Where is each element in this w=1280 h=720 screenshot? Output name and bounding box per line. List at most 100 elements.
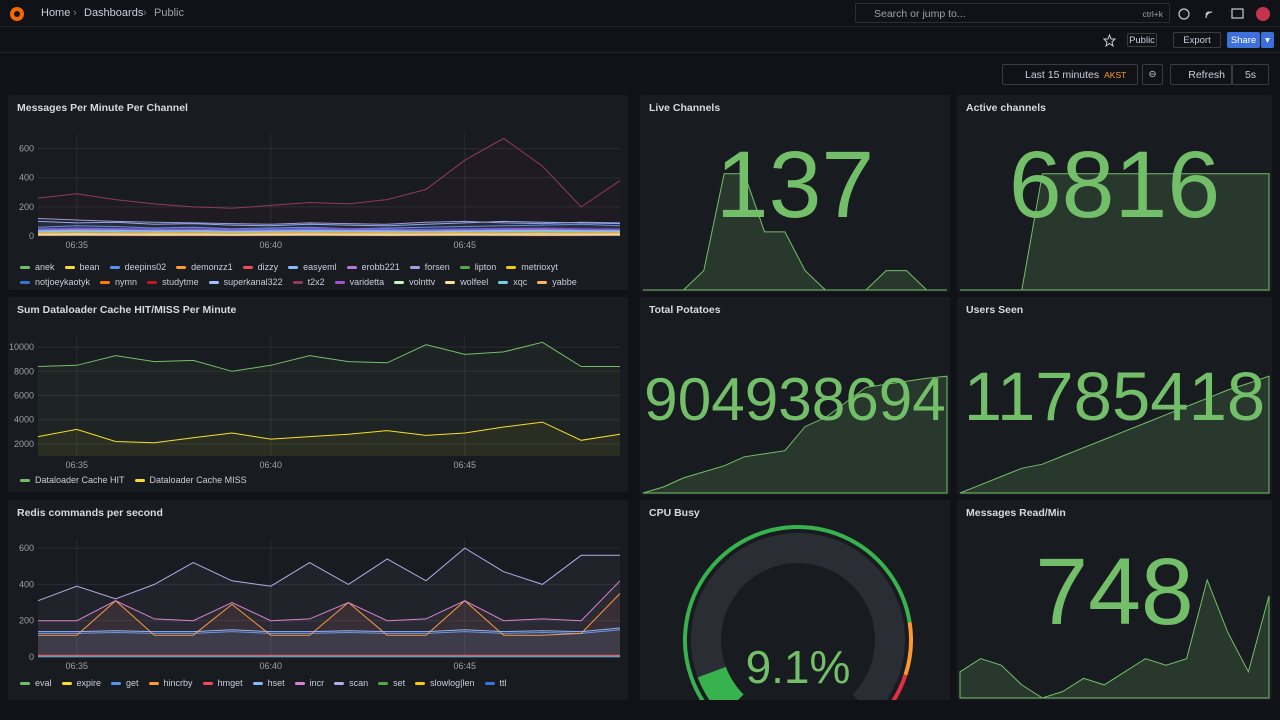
x-tick-label: 06:35 [66,460,89,470]
legend-item: set [378,678,405,688]
panel: 748 Messages Read/Min [957,500,1272,700]
y-tick-label: 200 [19,616,34,626]
legend-swatch [334,681,345,685]
legend-label: demonzz1 [191,262,233,272]
y-tick-label: 600 [19,543,34,553]
legend-swatch [20,280,30,284]
star-icon[interactable] [1103,34,1116,47]
panel-graphic: 0 200 400 600 06:35 06:40 06:45 [19,134,621,250]
legend-label: slowlog|len [430,678,475,688]
legend-swatch [252,681,263,685]
legend-swatch [498,280,509,284]
series-line [38,593,621,636]
panel-title: Active channels [966,102,1046,114]
y-tick-label: 8000 [14,366,34,376]
legend-item: erobb221 [346,262,400,272]
gauge-track [691,533,905,700]
series-line [37,220,621,227]
legend-item: varidetta [334,277,384,287]
y-tick-label: 400 [19,173,34,183]
panel-title: Live Channels [649,102,721,114]
legend: Dataloader Cache HIT Dataloader Cache MIS… [20,475,620,485]
timezone: AKST [1104,69,1127,80]
legend-item: slowlog|len [415,678,475,688]
legend-label: metrioxyt [521,262,558,272]
time-range-picker[interactable]: Last 15 minutes AKST [1002,64,1138,85]
sparkline [643,173,947,291]
gauge-threshold [903,622,913,676]
x-tick-label: 06:45 [454,661,477,671]
legend-swatch [147,280,158,284]
panel-graphic: 9.1% [683,525,913,700]
legend-item: expire [61,678,101,688]
toolbar: Public Export Share ▾ [0,27,1280,53]
panel-title: Sum Dataloader Cache HIT/MISS Per Minute [17,304,237,316]
x-tick-label: 06:35 [66,661,89,671]
gauge-label: 9.1% [746,641,851,693]
share-button[interactable]: Share [1227,32,1260,48]
legend-swatch [292,280,303,284]
header-icons[interactable] [1176,6,1276,22]
legend-label: t2x2 [307,277,325,287]
legend-item: wolfeel [445,277,488,287]
legend-swatch [346,265,357,269]
series-line [37,227,621,230]
legend-label: hmget [217,678,243,688]
logo[interactable] [8,5,26,23]
share-dropdown[interactable]: ▾ [1261,32,1274,48]
series-line [37,232,621,235]
y-tick-label: 400 [19,579,34,589]
legend-item: Dataloader Cache HIT [20,475,125,485]
export-button[interactable]: Export [1173,32,1221,48]
legend-label: deepins02 [124,262,167,272]
series-line [37,229,621,232]
legend-swatch [20,478,30,482]
legend-label: dizzy [257,262,279,272]
stat-value: 6816 [1009,132,1220,238]
legend-swatch [537,280,548,284]
x-tick-label: 06:40 [260,240,283,250]
legend-swatch [459,265,470,269]
x-tick-label: 06:40 [260,460,283,470]
search-placeholder: Search or jump to... [874,8,966,20]
sparkline [959,375,1270,494]
y-tick-label: 0 [29,231,34,241]
legend-swatch [111,681,122,685]
legend-item: demonzz1 [176,262,233,272]
legend-item: yabbe [537,277,577,287]
panel-graphic: 11785418 [959,358,1270,494]
legend-swatch [409,265,420,269]
legend-label: easyeml [303,262,337,272]
legend-swatch [176,265,187,269]
legend-label: nymn [115,277,138,287]
legend-label: wolfeel [460,277,489,287]
series-line [37,228,621,231]
breadcrumb: Public [154,7,184,19]
zoom-out[interactable]: ⊖ [1142,64,1163,85]
refresh-interval[interactable]: 5s [1232,64,1269,85]
series-area [38,629,620,657]
refresh-button[interactable]: Refresh [1170,64,1232,85]
series-line [38,580,621,622]
legend-label: get [126,678,139,688]
search-box[interactable]: Search or jump to... ctrl+k [855,3,1170,23]
sparkline [960,173,1270,291]
panel-title: Messages Per Minute Per Channel [17,102,188,114]
panel-graphic: 137 [643,132,947,291]
series-line [37,341,620,372]
panel-title: Messages Read/Min [966,507,1066,519]
legend-swatch [208,280,219,284]
breadcrumb[interactable]: Dashboards [84,7,144,19]
y-tick-label: 0 [29,652,34,662]
panel-graphic: 2000 4000 6000 8000 10000 06:35 06:40 06:45 [9,335,621,470]
stat-value: 904938694 [644,365,946,433]
legend-swatch [109,265,120,269]
breadcrumb[interactable]: Home [41,7,71,19]
legend-item: ttl [484,678,507,688]
x-tick-label: 06:35 [66,240,89,250]
legend-item: get [111,678,139,688]
legend-item: t2x2 [292,277,325,287]
legend-swatch [20,681,30,685]
legend-item: notjoeykaotyk [20,277,90,287]
series-line [37,421,621,444]
